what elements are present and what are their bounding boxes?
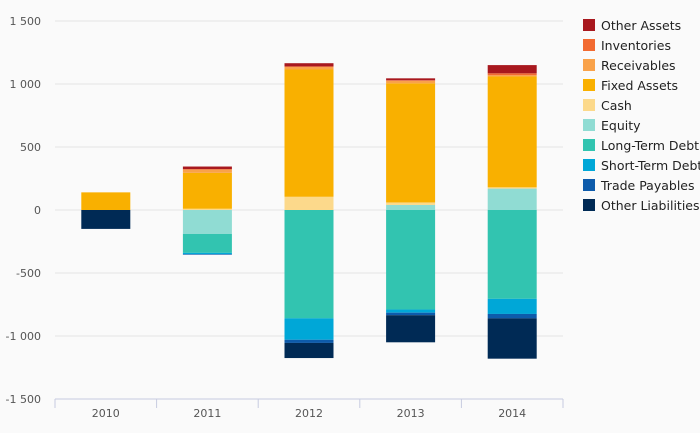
bar-segment	[182, 254, 232, 255]
legend-swatch	[583, 119, 595, 131]
legend-swatch	[583, 99, 595, 111]
legend-item: Short-Term Debt	[583, 158, 700, 173]
y-tick-label: -1 000	[6, 330, 41, 343]
bar-stacks	[81, 63, 537, 359]
bar-segment	[284, 318, 334, 340]
bar-segment	[284, 63, 334, 67]
legend-item: Cash	[583, 98, 632, 113]
legend: Other Assets Inventories Receivables Fixed …	[583, 18, 700, 213]
legend-item: Fixed Assets	[583, 78, 678, 93]
bar-segment	[386, 80, 436, 84]
legend-swatch	[583, 39, 595, 51]
bar-segment	[182, 252, 232, 255]
bar-segment	[284, 66, 334, 67]
bar-segment	[487, 76, 537, 188]
legend-label: Short-Term Debt	[601, 158, 700, 173]
x-axis: 2010 2011 2012 2013 2014	[54, 398, 564, 420]
legend-swatch	[583, 139, 595, 151]
bar-segment	[182, 210, 232, 234]
bar-segment	[386, 80, 436, 81]
bar-segment	[487, 210, 537, 299]
bar-segment	[487, 318, 537, 359]
legend-label: Other Liabilities	[601, 198, 700, 213]
y-axis-ticks: 1 500 1 000 500 0 -500 -1 000 -1 500	[6, 15, 41, 406]
legend-label: Receivables	[601, 58, 676, 73]
bar-segment	[182, 233, 232, 253]
bar-segment	[81, 210, 131, 229]
bar-segment	[487, 313, 537, 319]
bar-segment	[386, 83, 436, 203]
legend-label: Fixed Assets	[601, 78, 678, 93]
legend-item: Inventories	[583, 38, 671, 53]
bar-segment	[182, 166, 232, 170]
bar-stack-2013	[386, 78, 436, 343]
legend-label: Long-Term Debt	[601, 138, 699, 153]
y-tick-label: 1 500	[10, 15, 42, 28]
bar-segment	[386, 202, 436, 205]
x-tick-label: 2010	[92, 407, 120, 420]
bar-segment	[386, 309, 436, 313]
bar-segment	[386, 78, 436, 81]
x-tick-label: 2011	[193, 407, 221, 420]
legend-item: Equity	[583, 118, 641, 133]
y-tick-label: -500	[16, 267, 41, 280]
bar-segment	[81, 192, 131, 210]
y-tick-label: -1 500	[6, 393, 41, 406]
legend-swatch	[583, 199, 595, 211]
bar-segment	[182, 172, 232, 209]
y-tick-label: 0	[34, 204, 41, 217]
bar-segment	[487, 75, 537, 77]
bar-segment	[487, 65, 537, 74]
bar-segment	[284, 66, 334, 70]
legend-item: Other Assets	[583, 18, 681, 33]
y-tick-label: 500	[20, 141, 41, 154]
legend-swatch	[583, 179, 595, 191]
legend-swatch	[583, 19, 595, 31]
legend-swatch	[583, 159, 595, 171]
bar-segment	[386, 210, 436, 310]
bar-segment	[284, 210, 334, 319]
legend-label: Cash	[601, 98, 632, 113]
bar-segment	[182, 208, 232, 210]
bar-segment	[284, 339, 334, 343]
x-tick-label: 2014	[498, 407, 526, 420]
bar-segment	[284, 342, 334, 359]
bar-segment	[284, 196, 334, 210]
bar-segment	[386, 204, 436, 210]
legend-label: Inventories	[601, 38, 671, 53]
legend-label: Equity	[601, 118, 641, 133]
bar-segment	[487, 73, 537, 76]
legend-item: Long-Term Debt	[583, 138, 699, 153]
bar-stack-2012	[284, 63, 334, 359]
bar-stack-2011	[182, 166, 232, 255]
y-tick-label: 1 000	[10, 78, 42, 91]
legend-item: Trade Payables	[583, 178, 695, 193]
legend-swatch	[583, 79, 595, 91]
legend-item: Receivables	[583, 58, 676, 73]
bar-segment	[487, 188, 537, 210]
bar-segment	[182, 169, 232, 173]
x-tick-label: 2012	[295, 407, 323, 420]
bar-segment	[182, 169, 232, 170]
x-tick-label: 2013	[397, 407, 425, 420]
bar-segment	[386, 312, 436, 316]
bar-segment	[487, 187, 537, 189]
legend-item: Other Liabilities	[583, 198, 700, 213]
legend-swatch	[583, 59, 595, 71]
legend-label: Trade Payables	[600, 178, 695, 193]
bar-stack-2014	[487, 65, 537, 359]
bar-stack-2010	[81, 192, 131, 229]
bar-segment	[487, 298, 537, 314]
legend-label: Other Assets	[601, 18, 681, 33]
bar-segment	[386, 315, 436, 343]
bar-segment	[284, 69, 334, 197]
